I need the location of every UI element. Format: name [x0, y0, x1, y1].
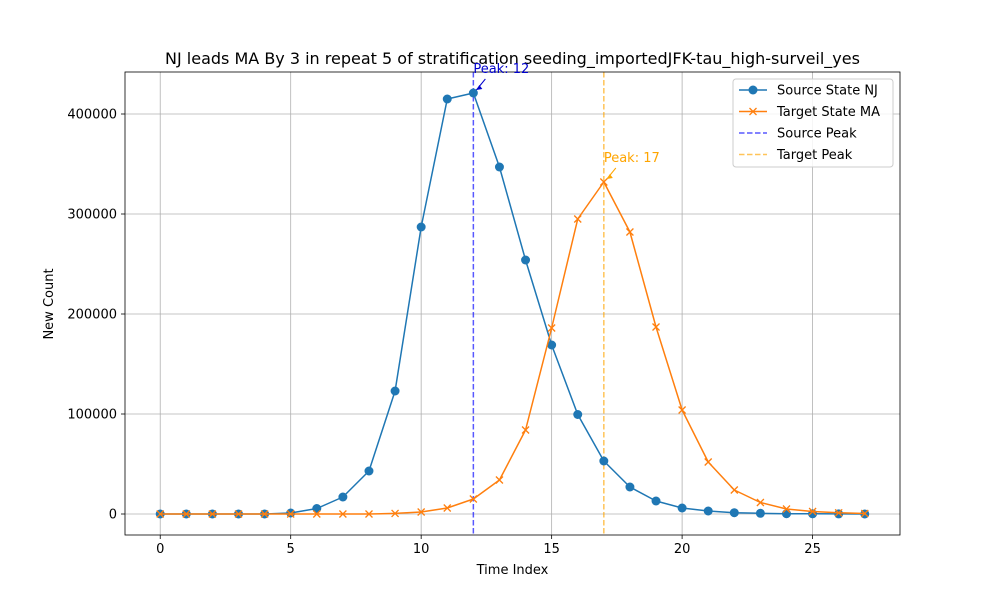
data-point — [286, 508, 296, 518]
data-point — [390, 386, 400, 396]
data-point — [756, 498, 765, 507]
data-point — [652, 323, 660, 331]
y-tick-label: 400000 — [67, 108, 117, 123]
data-point — [599, 178, 608, 186]
y-tick-label: 0 — [109, 508, 117, 523]
data-point — [365, 510, 373, 518]
data-point — [521, 426, 530, 434]
legend-label: Source State NJ — [777, 84, 878, 99]
data-point — [677, 503, 687, 513]
y-tick-label: 300000 — [67, 208, 117, 223]
annotation-arrowhead — [606, 174, 613, 179]
data-point — [781, 509, 791, 519]
data-point — [234, 510, 243, 518]
x-tick-label: 15 — [543, 542, 560, 557]
data-point — [494, 162, 504, 172]
x-tick-label: 20 — [674, 542, 691, 557]
y-tick-label: 100000 — [67, 408, 117, 423]
plot-frame — [124, 71, 901, 536]
data-point — [651, 496, 661, 506]
legend-label: Target Peak — [776, 148, 853, 163]
legend-marker — [749, 107, 757, 116]
data-point — [730, 486, 739, 494]
data-point — [729, 508, 739, 518]
data-point — [547, 324, 556, 332]
data-point — [416, 222, 426, 232]
data-point — [260, 510, 269, 518]
series-layer — [155, 88, 870, 519]
data-point — [182, 510, 191, 518]
x-axis-label: Time Index — [476, 563, 549, 578]
data-point — [208, 510, 217, 518]
x-tick-label: 25 — [804, 542, 821, 557]
data-point — [547, 340, 557, 350]
data-point — [338, 492, 348, 502]
chart-title: NJ leads MA By 3 in repeat 5 of stratifi… — [165, 49, 860, 69]
annotation-label: Peak: 17 — [604, 151, 660, 166]
x-tick-label: 5 — [287, 542, 295, 557]
data-point — [599, 456, 609, 466]
axes-layer: 0 5 10 15 20 25 0 100000 200000 300000 400000 — [67, 71, 901, 557]
data-point — [678, 406, 687, 414]
data-point — [312, 510, 321, 518]
data-point — [495, 476, 504, 484]
grid-layer — [125, 72, 900, 535]
legend-label: Source Peak — [777, 127, 857, 142]
data-point — [468, 88, 478, 98]
data-point — [703, 506, 713, 516]
data-point — [364, 466, 374, 476]
data-point — [391, 509, 400, 518]
annotation-arrowhead — [476, 85, 483, 90]
data-point — [704, 458, 713, 466]
x-tick-label: 0 — [156, 542, 164, 557]
data-point — [312, 504, 322, 513]
data-point — [834, 508, 843, 517]
legend: Source State NJ Target State MA Source Pea… — [732, 78, 894, 168]
data-point — [834, 509, 844, 519]
legend-box — [732, 78, 894, 168]
data-point — [442, 94, 452, 104]
data-point — [860, 509, 869, 518]
annotation-label: Peak: 12 — [473, 62, 529, 77]
series-line — [160, 181, 865, 515]
data-point — [521, 255, 531, 265]
x-tick-label: 10 — [413, 542, 430, 557]
data-point — [808, 507, 817, 516]
data-point — [625, 482, 635, 492]
data-point — [417, 508, 426, 516]
y-tick-label: 200000 — [67, 308, 117, 323]
data-point — [156, 510, 165, 518]
data-point — [625, 228, 634, 236]
y-axis-label: New Count — [42, 268, 57, 339]
data-point — [286, 510, 295, 518]
data-point — [573, 215, 582, 223]
legend-label: Target State MA — [776, 105, 880, 120]
data-point — [782, 505, 791, 513]
legend-marker — [748, 85, 758, 95]
annotations-layer: Peak: 12 Peak: 17 — [473, 62, 660, 180]
data-point — [443, 504, 452, 512]
data-point — [573, 410, 583, 419]
data-point — [755, 508, 765, 518]
data-point — [338, 510, 347, 518]
data-point — [469, 495, 478, 503]
